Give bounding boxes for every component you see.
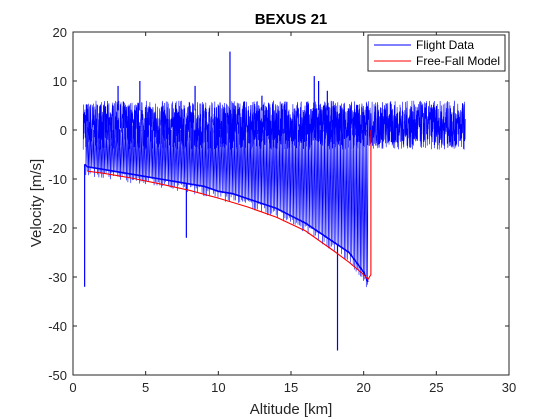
x-tick-label: 30 xyxy=(502,380,516,395)
chart-title: BEXUS 21 xyxy=(255,11,328,28)
x-tick-label: 5 xyxy=(142,380,149,395)
legend-box xyxy=(367,34,506,72)
ticks-layer: 0 5 10 15 20 25 30 20 10 0 -10 -20 -30 -40 -50 xyxy=(48,25,516,395)
x-tick-label: 20 xyxy=(356,380,370,395)
x-axis-label: Altitude [km] xyxy=(250,401,333,418)
y-tick-label: -20 xyxy=(48,221,67,236)
y-tick-label: -30 xyxy=(48,270,67,285)
x-tick-label: 0 xyxy=(69,380,76,395)
y-tick-label: -50 xyxy=(48,368,67,383)
y-tick-label: 20 xyxy=(53,25,67,40)
flight-data-ascent-line xyxy=(82,100,466,150)
y-tick-label: 0 xyxy=(60,123,67,138)
free-fall-model-line xyxy=(87,130,372,281)
x-tick-label: 15 xyxy=(284,380,298,395)
data-layer xyxy=(82,51,466,351)
legend-label-free-fall-model: Free-Fall Model xyxy=(416,54,500,68)
flight-data-descent-line xyxy=(85,115,369,288)
x-tick-label: 10 xyxy=(211,380,225,395)
y-tick-label: -40 xyxy=(48,319,67,334)
flight-data-envelope xyxy=(84,163,369,283)
y-tick-label: 10 xyxy=(53,74,67,89)
legend: Flight Data Free-Fall Model xyxy=(367,34,506,72)
y-axis-label: Velocity [m/s] xyxy=(28,159,45,247)
y-tick-label: -10 xyxy=(48,172,67,187)
legend-label-flight-data: Flight Data xyxy=(416,38,474,52)
x-tick-label: 25 xyxy=(429,380,443,395)
